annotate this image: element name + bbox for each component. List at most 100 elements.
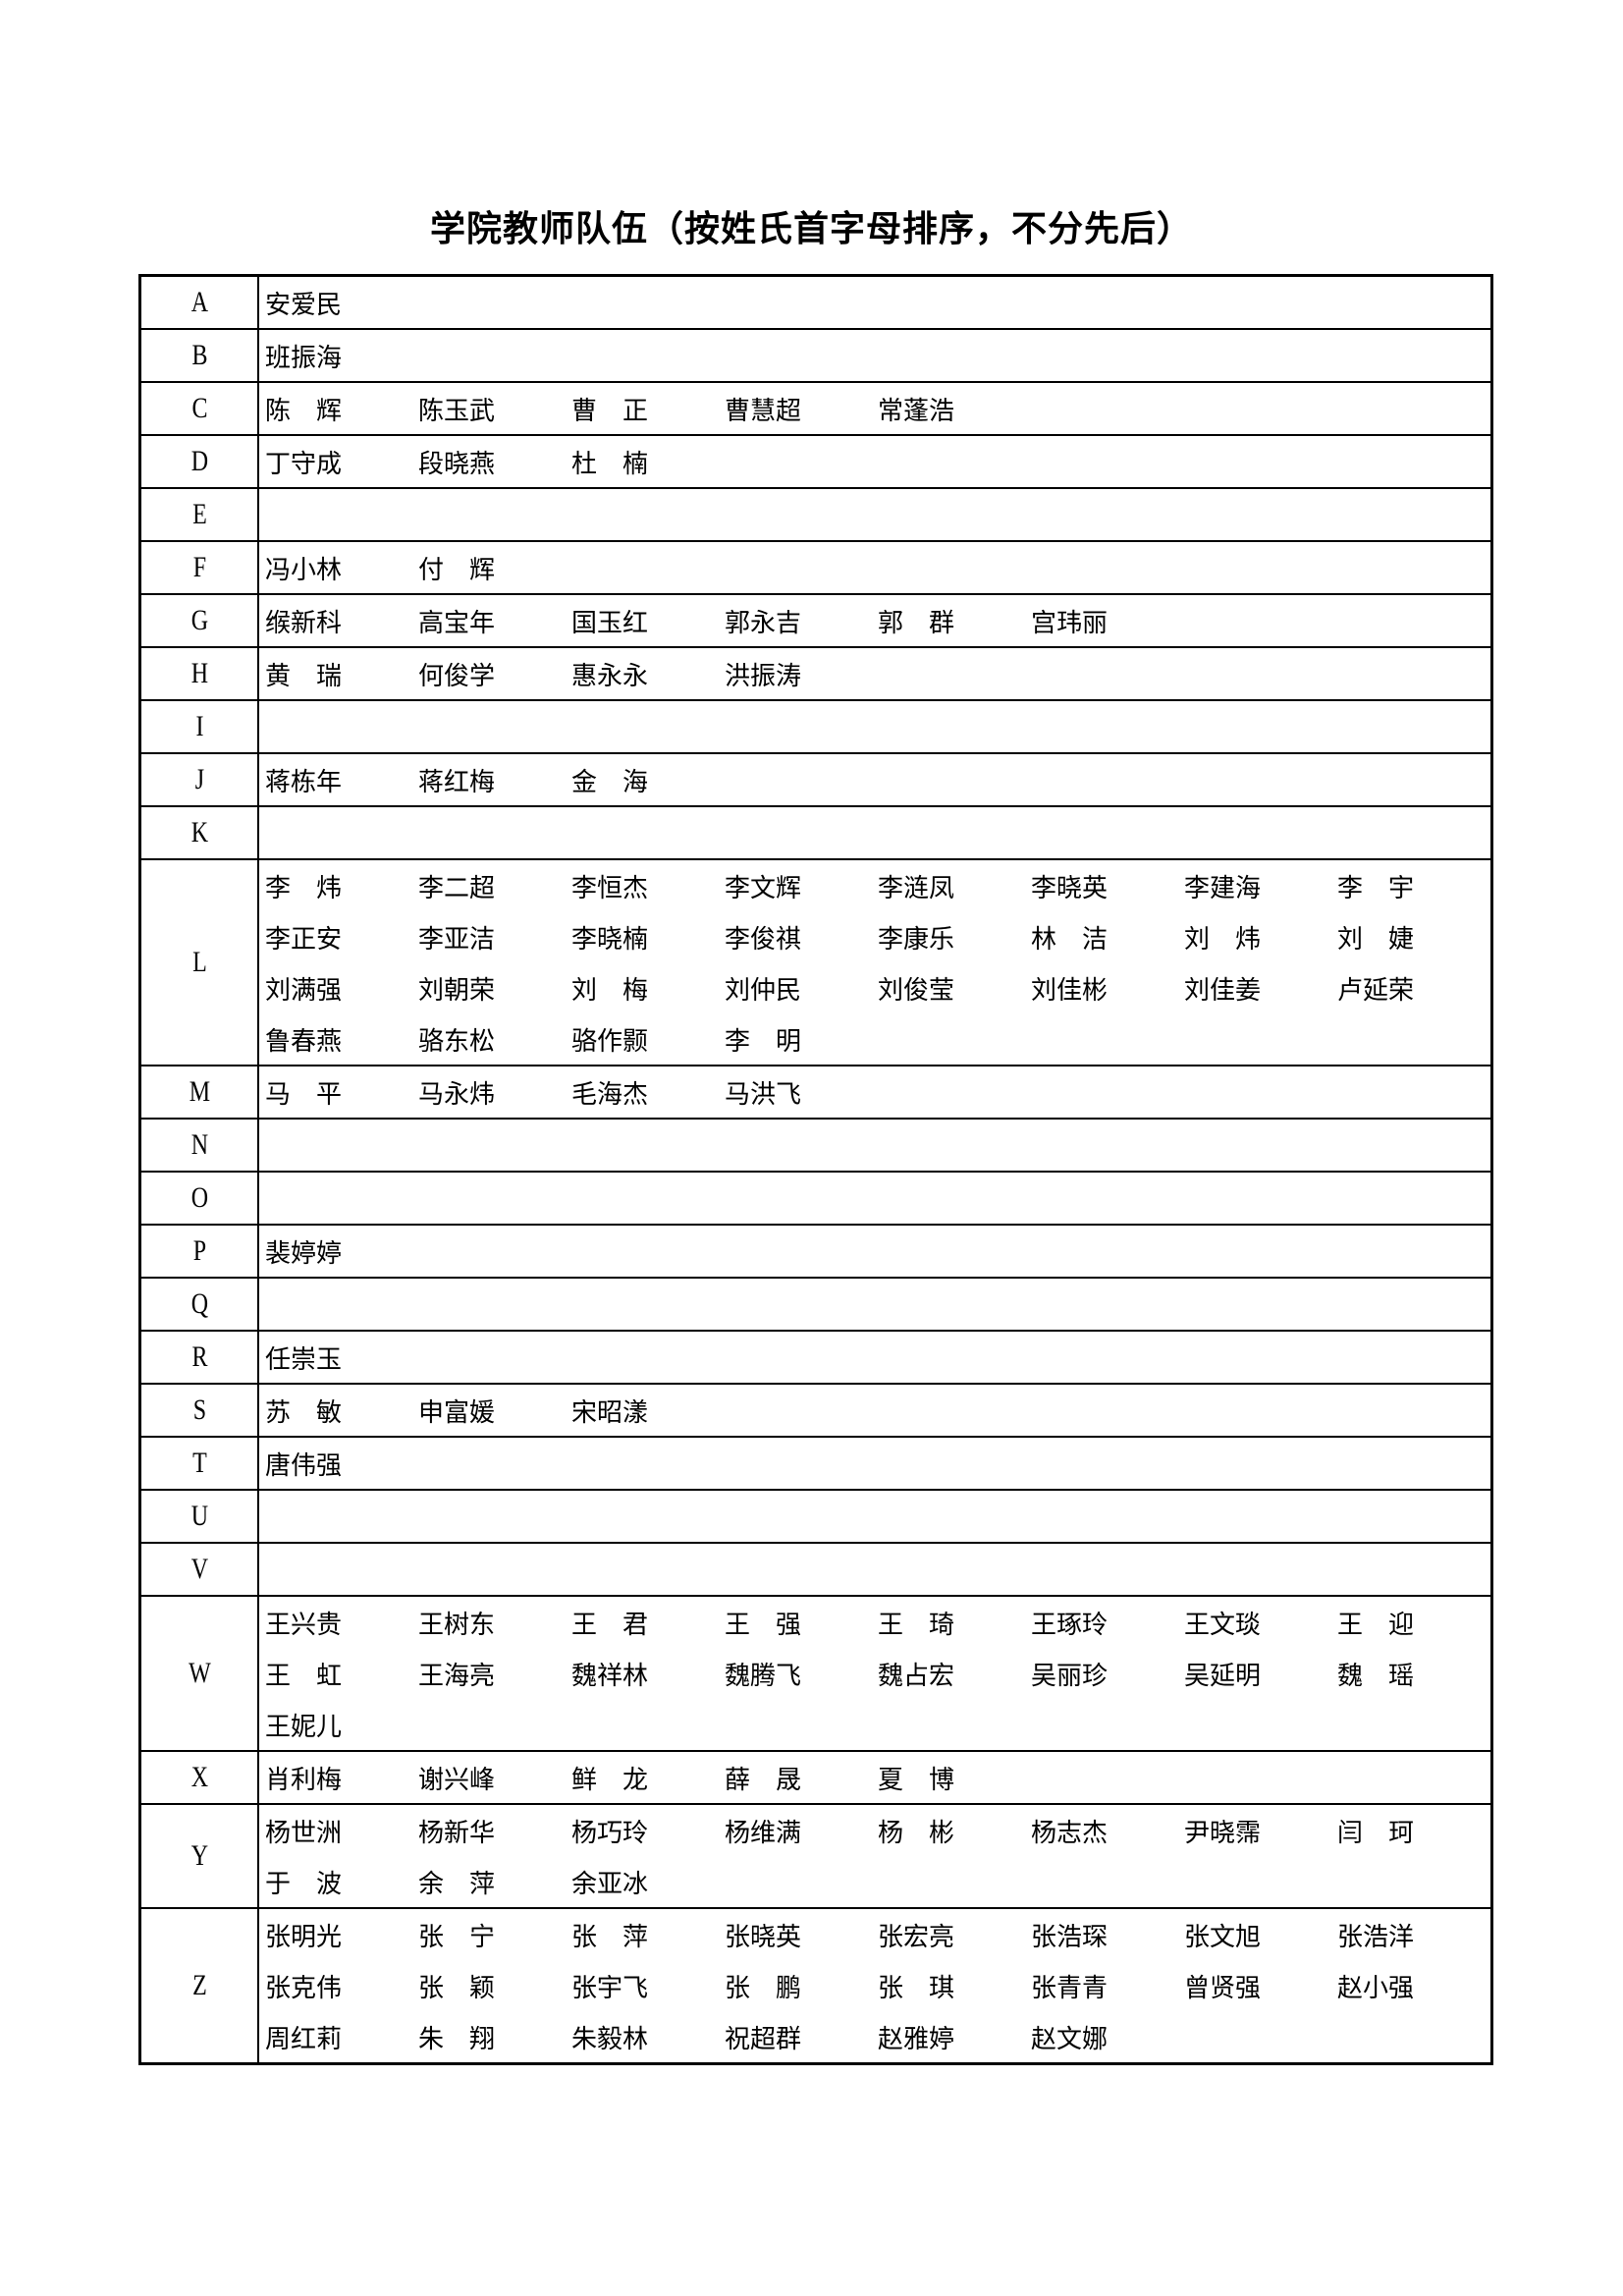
letter-group-row: E xyxy=(140,487,1493,542)
teacher-name: 王文琰 xyxy=(1184,1610,1262,1640)
letter-cell: P xyxy=(150,1224,247,1279)
letter-group-row: D 丁守成 段晓燕 杜 楠 xyxy=(140,434,1493,489)
teacher-name: 张明光 xyxy=(265,1922,343,1952)
teacher-name: 赵雅婷 xyxy=(878,2024,955,2054)
teacher-name: 骆东松 xyxy=(418,1026,496,1057)
names-cell xyxy=(257,1118,1493,1173)
teacher-name: 杨新华 xyxy=(418,1818,496,1848)
letter-cell: M xyxy=(150,1065,247,1120)
names-line: 于 波 余 萍 余亚冰 xyxy=(265,1856,1490,1907)
teacher-name: 陈 辉 xyxy=(265,396,343,426)
letter-cell: E xyxy=(150,487,247,542)
names-line: 安爱民 xyxy=(265,277,1490,328)
letter-group-row: S 苏 敏 申富媛 宋昭漾 xyxy=(140,1383,1493,1438)
teacher-name: 杨世洲 xyxy=(265,1818,343,1848)
names-line: 唐伟强 xyxy=(265,1438,1490,1489)
teacher-name: 周红莉 xyxy=(265,2024,343,2054)
teacher-name: 唐伟强 xyxy=(265,1450,343,1481)
letter-cell: Q xyxy=(150,1277,247,1332)
letter-group-row: X 肖利梅 谢兴峰 鲜 龙 薛 晟 夏 博 xyxy=(140,1750,1493,1805)
teacher-name: 余亚冰 xyxy=(571,1869,649,1899)
teacher-name: 杨志杰 xyxy=(1031,1818,1109,1848)
teacher-name: 冯小林 xyxy=(265,555,343,585)
teacher-name: 王树东 xyxy=(418,1610,496,1640)
teacher-name: 李康乐 xyxy=(878,924,955,955)
names-line: 肖利梅 谢兴峰 鲜 龙 薛 晟 夏 博 xyxy=(265,1752,1490,1803)
names-cell: 黄 瑞 何俊学 惠永永 洪振涛 xyxy=(257,646,1493,701)
teacher-name: 张青青 xyxy=(1031,1973,1109,2003)
letter-cell: Z xyxy=(150,1907,247,2065)
letter-group-row: W 王兴贵 王树东 王 君 王 强 王 琦 王琢玲 王文琰 王 迎王 虹 王海亮 魏祥林 魏腾飞 魏占宏… xyxy=(140,1595,1493,1752)
names-cell xyxy=(257,1171,1493,1226)
teacher-name: 丁守成 xyxy=(265,449,343,479)
teacher-name: 魏腾飞 xyxy=(725,1661,802,1691)
teacher-name: 张文旭 xyxy=(1184,1922,1262,1952)
teacher-name: 刘满强 xyxy=(265,975,343,1006)
letter-cell: I xyxy=(150,699,247,754)
empty-line xyxy=(265,489,1490,540)
teacher-name: 刘 炜 xyxy=(1184,924,1262,955)
names-cell: 蒋栋年 蒋红梅 金 海 xyxy=(257,752,1493,807)
names-cell xyxy=(257,1489,1493,1544)
teacher-name: 马洪飞 xyxy=(725,1079,802,1110)
teacher-name: 张 颖 xyxy=(418,1973,496,2003)
names-line: 缑新科 高宝年 国玉红 郭永吉 郭 群 宫玮丽 xyxy=(265,595,1490,646)
teacher-name: 王兴贵 xyxy=(265,1610,343,1640)
teacher-name: 张宇飞 xyxy=(571,1973,649,2003)
teacher-name: 张晓英 xyxy=(725,1922,802,1952)
empty-line xyxy=(265,1120,1490,1171)
teacher-name: 张浩琛 xyxy=(1031,1922,1109,1952)
letter-group-row: Y 杨世洲 杨新华 杨巧玲 杨维满 杨 彬 杨志杰 尹晓霈 闫 珂于 波 余 萍 余亚冰 xyxy=(140,1803,1493,1909)
letter-group-row: G 缑新科 高宝年 国玉红 郭永吉 郭 群 宫玮丽 xyxy=(140,593,1493,648)
teacher-name: 苏 敏 xyxy=(265,1397,343,1428)
letter-group-row: L 李 炜 李二超 李恒杰 李文辉 李涟凤 李晓英 李建海 李 宇李正安 李亚洁 李晓楠 李俊祺 李康乐… xyxy=(140,858,1493,1066)
names-cell: 冯小林 付 辉 xyxy=(257,540,1493,595)
teacher-name: 李正安 xyxy=(265,924,343,955)
names-line: 王兴贵 王树东 王 君 王 强 王 琦 王琢玲 王文琰 王 迎 xyxy=(265,1597,1490,1648)
names-cell: 杨世洲 杨新华 杨巧玲 杨维满 杨 彬 杨志杰 尹晓霈 闫 珂于 波 余 萍 余亚冰 xyxy=(257,1803,1493,1909)
teacher-name: 高宝年 xyxy=(418,608,496,638)
teacher-name: 王琢玲 xyxy=(1031,1610,1109,1640)
teacher-table: A 安爱民 B 班振海 C 陈 辉 陈玉武 曹 正 曹慧超 常蓬浩 D 丁守成 段晓燕 杜 楠 E F 冯小林 付… xyxy=(138,274,1493,2065)
letter-cell: H xyxy=(150,646,247,701)
letter-group-row: J 蒋栋年 蒋红梅 金 海 xyxy=(140,752,1493,807)
teacher-name: 张克伟 xyxy=(265,1973,343,2003)
letter-cell: G xyxy=(150,593,247,648)
teacher-name: 黄 瑞 xyxy=(265,661,343,691)
letter-cell: U xyxy=(150,1489,247,1544)
teacher-name: 杨 彬 xyxy=(878,1818,955,1848)
teacher-name: 宋昭漾 xyxy=(571,1397,649,1428)
names-cell: 陈 辉 陈玉武 曹 正 曹慧超 常蓬浩 xyxy=(257,381,1493,436)
names-cell: 王兴贵 王树东 王 君 王 强 王 琦 王琢玲 王文琰 王 迎王 虹 王海亮 魏祥林 魏腾飞 魏占宏 吴… xyxy=(257,1595,1493,1752)
letter-group-row: K xyxy=(140,805,1493,860)
names-cell: 李 炜 李二超 李恒杰 李文辉 李涟凤 李晓英 李建海 李 宇李正安 李亚洁 李晓楠 李俊祺 李康乐 林… xyxy=(257,858,1493,1066)
names-line: 张明光 张 宁 张 萍 张晓英 张宏亮 张浩琛 张文旭 张浩洋 xyxy=(265,1909,1490,1960)
names-line: 杨世洲 杨新华 杨巧玲 杨维满 杨 彬 杨志杰 尹晓霈 闫 珂 xyxy=(265,1805,1490,1856)
names-line: 李正安 李亚洁 李晓楠 李俊祺 李康乐 林 洁 刘 炜 刘 婕 xyxy=(265,911,1490,962)
teacher-name: 常蓬浩 xyxy=(878,396,955,426)
teacher-name: 郭 群 xyxy=(878,608,955,638)
teacher-name: 马 平 xyxy=(265,1079,343,1110)
teacher-name: 李亚洁 xyxy=(418,924,496,955)
teacher-name: 王 虹 xyxy=(265,1661,343,1691)
names-line: 王妮儿 xyxy=(265,1699,1490,1750)
empty-line xyxy=(265,1173,1490,1224)
names-line: 苏 敏 申富媛 宋昭漾 xyxy=(265,1385,1490,1436)
teacher-name: 夏 博 xyxy=(878,1765,955,1795)
names-cell: 苏 敏 申富媛 宋昭漾 xyxy=(257,1383,1493,1438)
teacher-name: 马永炜 xyxy=(418,1079,496,1110)
letter-cell: S xyxy=(150,1383,247,1438)
names-line: 冯小林 付 辉 xyxy=(265,542,1490,593)
teacher-name: 余 萍 xyxy=(418,1869,496,1899)
letter-group-row: U xyxy=(140,1489,1493,1544)
names-line: 马 平 马永炜 毛海杰 马洪飞 xyxy=(265,1066,1490,1118)
letter-cell: C xyxy=(150,381,247,436)
names-line: 裴婷婷 xyxy=(265,1226,1490,1277)
teacher-name: 李 炜 xyxy=(265,873,343,903)
names-line: 班振海 xyxy=(265,330,1490,381)
empty-line xyxy=(265,1544,1490,1595)
teacher-name: 赵文娜 xyxy=(1031,2024,1109,2054)
teacher-name: 张浩洋 xyxy=(1337,1922,1415,1952)
teacher-name: 于 波 xyxy=(265,1869,343,1899)
teacher-name: 王海亮 xyxy=(418,1661,496,1691)
